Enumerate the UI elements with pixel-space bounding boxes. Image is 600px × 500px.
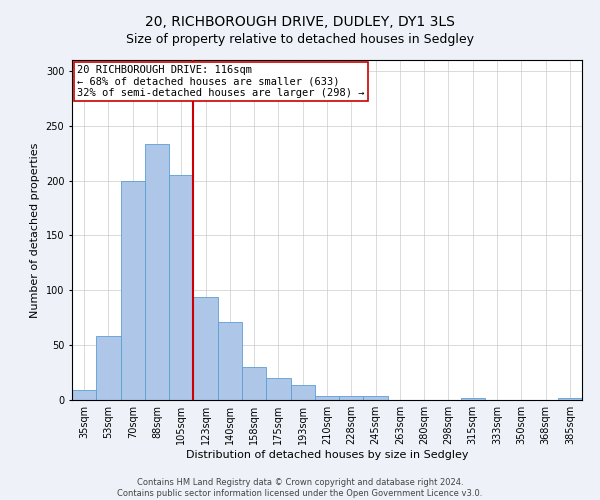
Bar: [558, 398, 582, 400]
Bar: [242, 367, 266, 400]
Bar: [72, 390, 96, 400]
Bar: [96, 336, 121, 400]
Y-axis label: Number of detached properties: Number of detached properties: [30, 142, 40, 318]
Bar: [193, 297, 218, 400]
Bar: [290, 384, 315, 400]
Text: Size of property relative to detached houses in Sedgley: Size of property relative to detached ho…: [126, 32, 474, 46]
Text: 20, RICHBOROUGH DRIVE, DUDLEY, DY1 3LS: 20, RICHBOROUGH DRIVE, DUDLEY, DY1 3LS: [145, 15, 455, 29]
Bar: [339, 396, 364, 400]
Bar: [266, 378, 290, 400]
Bar: [461, 398, 485, 400]
Text: Contains HM Land Registry data © Crown copyright and database right 2024.
Contai: Contains HM Land Registry data © Crown c…: [118, 478, 482, 498]
Bar: [145, 144, 169, 400]
Bar: [218, 322, 242, 400]
X-axis label: Distribution of detached houses by size in Sedgley: Distribution of detached houses by size …: [186, 450, 468, 460]
Text: 20 RICHBOROUGH DRIVE: 116sqm
← 68% of detached houses are smaller (633)
32% of s: 20 RICHBOROUGH DRIVE: 116sqm ← 68% of de…: [77, 65, 365, 98]
Bar: [169, 175, 193, 400]
Bar: [364, 396, 388, 400]
Bar: [121, 180, 145, 400]
Bar: [315, 396, 339, 400]
